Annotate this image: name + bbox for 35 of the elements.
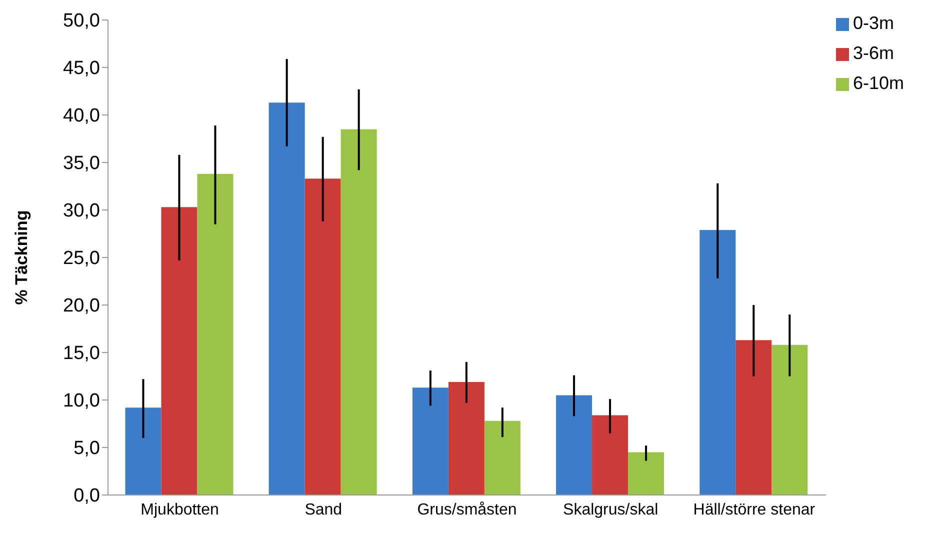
- y-tick-label: 20,0: [63, 296, 100, 317]
- x-tick-label: Skalgrus/skal: [563, 501, 658, 518]
- bar: [736, 340, 772, 495]
- legend-label: 3-6m: [853, 43, 894, 63]
- y-tick-label: 50,0: [63, 10, 100, 32]
- y-tick-label: 5,0: [74, 438, 100, 460]
- x-tick-label: Sand: [304, 501, 342, 518]
- legend-label: 0-3m: [853, 13, 894, 33]
- bar: [628, 452, 664, 495]
- y-tick-label: 10,0: [63, 390, 100, 412]
- bar: [268, 102, 305, 495]
- bar: [772, 344, 808, 495]
- bar: [304, 178, 341, 495]
- bar: [340, 129, 377, 495]
- bar: [700, 230, 736, 495]
- x-tick-label: Grus/småsten: [417, 501, 517, 518]
- bar: [197, 174, 234, 495]
- y-tick-label: 40,0: [63, 106, 100, 127]
- bar: [484, 420, 520, 495]
- bar: [556, 395, 592, 495]
- y-tick-label: 35,0: [63, 153, 100, 174]
- y-tick-label: 0,0: [74, 486, 100, 507]
- bar: [592, 415, 628, 495]
- x-tick-label: Mjukbotten: [140, 501, 219, 518]
- bar: [125, 408, 162, 495]
- y-tick-label: 30,0: [63, 200, 100, 222]
- bar: [412, 388, 448, 495]
- y-axis-title: % Täckning: [12, 210, 32, 305]
- legend-label: 6-10m: [853, 73, 904, 93]
- x-tick-label: Häll/större stenar: [693, 501, 816, 518]
- y-tick-label: 45,0: [63, 58, 100, 80]
- bar: [448, 382, 484, 495]
- bar: [161, 207, 198, 495]
- y-tick-label: 15,0: [63, 343, 100, 364]
- y-tick-label: 25,0: [63, 248, 100, 270]
